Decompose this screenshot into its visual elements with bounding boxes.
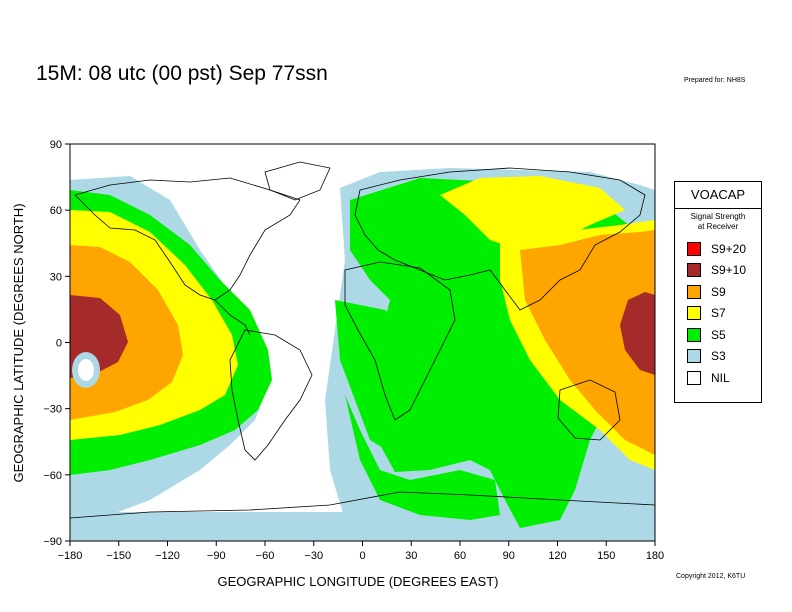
legend-swatch	[687, 241, 701, 256]
continent-outlines	[70, 161, 655, 519]
copyright-note: Copyright 2012, K6TU	[676, 573, 746, 580]
receiver-ring-inner	[78, 359, 94, 381]
x-tick-label: −60	[256, 550, 275, 562]
prepared-for-note: Prepared for: NH8S	[684, 77, 746, 84]
legend-items: S9+20 S9+10 S9 S7 S5 S3 NIL	[675, 238, 761, 389]
y-tick-label: −30	[43, 404, 62, 416]
legend-item: S9+10	[675, 260, 761, 282]
y-tick-label: 30	[50, 271, 62, 283]
x-tick-label: 120	[548, 550, 566, 562]
africa-outline	[344, 261, 456, 421]
south-america-outline	[229, 329, 313, 461]
legend-swatch	[687, 263, 701, 278]
legend-item: NIL	[675, 367, 761, 389]
y-tick-label: −60	[43, 470, 62, 482]
legend-item: S3	[675, 346, 761, 368]
signal-legend: VOACAP Signal Strength at Receiver S9+20…	[674, 181, 762, 403]
x-tick-label: −180	[58, 550, 83, 562]
x-tick-label: 150	[597, 550, 615, 562]
legend-item: S9	[675, 281, 761, 303]
legend-label: NIL	[711, 370, 730, 385]
x-tick-label: −30	[304, 550, 323, 562]
x-tick-label: 180	[646, 550, 664, 562]
europe-asia-outline	[354, 167, 646, 311]
legend-swatch	[687, 284, 701, 299]
legend-label: S9	[711, 284, 726, 299]
legend-label: S9+10	[711, 263, 747, 278]
legend-item: S9+20	[675, 238, 761, 260]
y-tick-label: −90	[43, 536, 62, 548]
legend-title: VOACAP	[675, 182, 761, 209]
legend-swatch	[687, 327, 701, 342]
y-tick-label: 90	[50, 139, 62, 151]
x-tick-label: 60	[454, 550, 466, 562]
legend-label: S5	[711, 327, 726, 342]
legend-item: S7	[675, 303, 761, 325]
north-america-outline	[74, 177, 301, 301]
legend-subtitle-line-2: at Receiver	[697, 222, 739, 231]
legend-swatch	[687, 306, 701, 321]
y-axis: 90 60 30 0 −30 −60 −90	[43, 139, 70, 548]
legend-label: S9+20	[711, 241, 747, 256]
map-title: 15M: 08 utc (00 pst) Sep 77ssn	[36, 62, 328, 85]
legend-swatch	[687, 370, 701, 385]
x-tick-label: 0	[359, 550, 365, 562]
legend-subtitle-line-1: Signal Strength	[690, 212, 746, 221]
legend-label: S3	[711, 349, 726, 364]
australia-outline	[557, 379, 621, 441]
x-tick-label: 90	[503, 550, 515, 562]
legend-label: S7	[711, 306, 726, 321]
y-tick-label: 0	[56, 338, 62, 350]
greenland-outline	[264, 161, 331, 201]
x-axis: −180 −150 −120 −90 −60 −30 0 30 60 90 120 150 180	[58, 541, 664, 562]
legend-subtitle: Signal Strength at Receiver	[675, 212, 761, 232]
map-plot-area	[70, 144, 655, 541]
x-tick-label: −90	[207, 550, 226, 562]
y-tick-label: 60	[50, 205, 62, 217]
x-tick-label: 30	[405, 550, 417, 562]
x-axis-title: GEOGRAPHIC LONGITUDE (DEGREES EAST)	[218, 574, 499, 589]
x-tick-label: −150	[106, 550, 131, 562]
legend-item: S5	[675, 324, 761, 346]
legend-swatch	[687, 349, 701, 364]
y-axis-title: GEOGRAPHIC LATITUDE (DEGREES NORTH)	[11, 203, 26, 482]
x-tick-label: −120	[155, 550, 180, 562]
antarctica-outline	[70, 491, 655, 519]
central-america-outline	[214, 299, 251, 336]
